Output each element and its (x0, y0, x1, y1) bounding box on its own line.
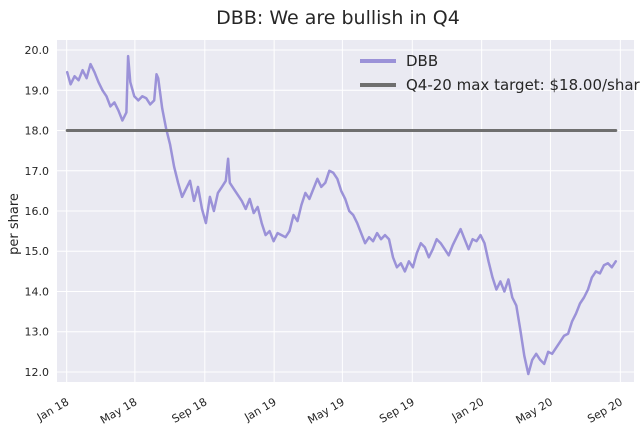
y-tick-label: 15.0 (25, 245, 50, 258)
legend-label-target: Q4-20 max target: $18.00/share (406, 76, 640, 94)
legend-label-dbb: DBB (406, 52, 438, 70)
x-tick-label: Jan 18 (34, 395, 71, 424)
y-tick-labels: 12.0 13.0 14.0 15.0 16.0 17.0 18.0 19.0 20.0 (25, 44, 50, 379)
series-line-dbb (65, 54, 618, 376)
y-axis-label: per share (7, 193, 22, 255)
y-tick-label: 16.0 (25, 205, 50, 218)
y-tick-label: 13.0 (25, 326, 50, 339)
series-layer (65, 54, 618, 376)
x-tick-label: May 18 (98, 395, 139, 425)
x-tick-label: May 20 (514, 395, 555, 425)
x-tick-label: Jan 20 (449, 395, 486, 424)
y-tick-label: 14.0 (25, 285, 50, 298)
chart-title: DBB: We are bullish in Q4 (216, 7, 460, 29)
y-tick-label: 18.0 (25, 125, 50, 138)
x-tick-label: Jan 19 (241, 395, 278, 424)
grid-lines (57, 40, 634, 382)
y-tick-label: 17.0 (25, 165, 50, 178)
x-tick-label: Sep 20 (585, 395, 625, 425)
x-tick-label: Sep 18 (170, 395, 210, 425)
x-tick-label: Sep 19 (377, 395, 417, 425)
y-tick-label: 19.0 (25, 84, 50, 97)
x-tick-labels: Jan 18 May 18 Sep 18 Jan 19 May 19 Sep 19 Jan … (34, 395, 625, 425)
legend: DBB Q4-20 max target: $18.00/share (360, 52, 640, 94)
y-tick-label: 12.0 (25, 366, 50, 379)
x-tick-label: May 19 (306, 395, 347, 425)
y-tick-label: 20.0 (25, 44, 50, 57)
